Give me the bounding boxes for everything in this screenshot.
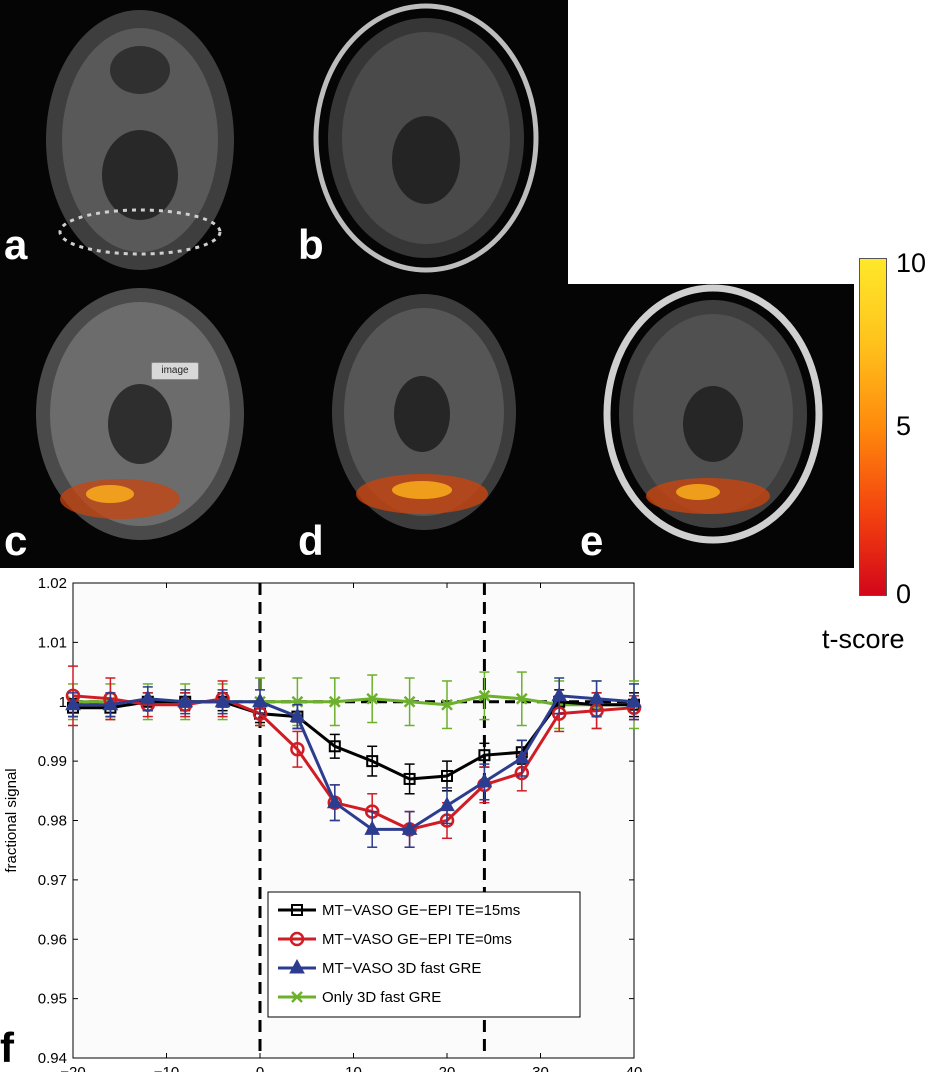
y-tick-label: 0.94 [38,1050,67,1067]
fractional-signal-chart: −20 −10 0 10 20 30 40 0.94 0.95 0.96 0.97 0.98 0.99 1… [3,575,643,1072]
panel-label-e: e [580,517,604,564]
brain-image-d [332,294,516,530]
brain-image-a [46,10,234,270]
legend-entry: MT−VASO 3D fast GRE [322,960,481,977]
legend-marker [289,931,305,947]
data-point [139,689,156,705]
y-tick-label: 0.97 [38,872,67,889]
panel-a: a [0,0,284,284]
panel-label-d: d [298,517,324,564]
data-point [102,695,119,711]
data-point [441,698,453,711]
data-point-stroke [441,698,453,711]
data-point [551,686,568,702]
data-point [326,793,343,809]
x-tick-label: 0 [256,1064,264,1072]
y-tick-label: 0.95 [38,991,67,1008]
panel-label-c: c [4,517,28,564]
legend: MT−VASO GE−EPI TE=15ms MT−VASO GE−EPI TE=… [267,891,581,1018]
data-point [252,692,268,708]
x-tick-label: 40 [626,1064,643,1072]
data-point-stroke [328,695,341,708]
panel-b: b [284,0,568,284]
data-point [328,695,341,708]
data-point [65,695,81,711]
legend-entry: Only 3D fast GRE [322,989,441,1006]
data-point [214,692,231,708]
data-point [366,692,379,705]
colorbar-tick-max: 10 [896,248,927,278]
data-point [515,692,528,705]
data-point-stroke [403,695,416,708]
data-point [476,772,493,788]
legend-marker [289,958,305,974]
data-point [478,689,491,702]
image-placeholder-tag: image [151,362,199,380]
data-point-stroke [515,692,528,705]
data-point [478,749,491,762]
x-tick-label: −20 [60,1064,85,1072]
data-point [588,689,605,705]
data-point [439,796,455,812]
data-point [441,769,453,782]
data-point [328,740,341,753]
panel-c: image c [0,284,284,568]
legend-marker-stroke [291,991,303,1003]
series-triangle [65,677,642,848]
y-tick-label: 1 [59,694,67,711]
y-tick-label: 1.01 [38,634,67,651]
data-point [513,749,530,764]
panel-e: e [568,284,854,568]
x-tick-label: −10 [154,1064,179,1072]
data-point [290,742,305,757]
legend-entry: MT−VASO GE−EPI TE=0ms [322,931,512,948]
panel-label-a: a [4,221,28,268]
colorbar [859,258,887,596]
colorbar-tick-mid: 5 [896,411,912,441]
y-tick-label: 0.99 [38,753,67,770]
data-point [401,820,418,835]
legend-entry: MT−VASO GE−EPI TE=15ms [322,902,520,919]
panel-label-f: f [0,1024,14,1071]
panel-label-b: b [298,221,324,268]
data-point [177,692,194,708]
legend-box [267,891,581,1018]
x-tick-label: 20 [439,1064,456,1072]
panel-d: d [284,284,568,568]
brain-image-c [36,288,244,540]
data-point-stroke [366,692,379,705]
x-tick-label: 30 [532,1064,549,1072]
y-tick-label: 1.02 [38,575,67,592]
x-tick-label: 10 [345,1064,362,1072]
data-point [626,692,642,708]
y-axis-label: fractional signal [3,768,20,872]
brain-image-b [313,3,539,273]
data-point [364,820,381,835]
data-point [289,707,306,723]
data-point-stroke [478,689,491,702]
y-tick-label: 0.98 [38,813,67,830]
legend-marker [291,991,303,1003]
y-tick-label: 0.96 [38,931,67,948]
colorbar-label: t-score [822,624,905,654]
series-line [72,694,635,831]
data-point [403,772,416,785]
series-line [73,694,635,831]
legend-marker [291,904,303,916]
data-point [403,695,416,708]
colorbar-tick-min: 0 [896,579,912,609]
data-point [366,755,379,768]
brain-image-e [603,284,823,544]
